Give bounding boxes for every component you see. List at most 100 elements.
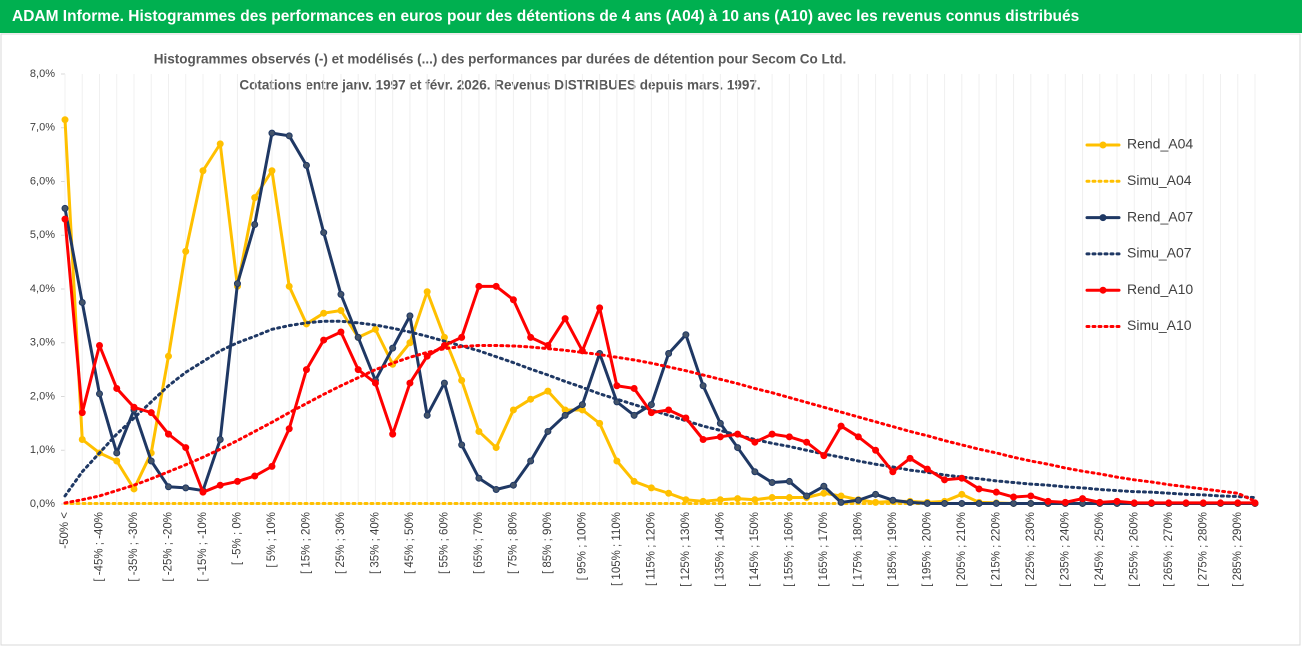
chart-subtitle: Histogrammes observés (-) et modélisés (…	[154, 52, 846, 67]
point	[130, 403, 138, 411]
point	[509, 481, 517, 489]
point	[492, 444, 500, 452]
point	[320, 229, 328, 237]
point	[854, 433, 862, 441]
y-tick-label: 2,0%	[30, 390, 55, 402]
point	[492, 485, 500, 493]
point	[389, 344, 397, 352]
x-tick-label: [ 115% ; 120%	[645, 512, 657, 586]
series-line	[63, 118, 1257, 505]
point	[1199, 499, 1207, 507]
x-tick-label: [ 135% ; 140%	[714, 512, 726, 587]
point	[354, 366, 362, 374]
point	[544, 427, 552, 435]
x-tick-label: [ 155% ; 160%	[783, 512, 795, 587]
point	[544, 387, 552, 395]
x-tick-label: [ 195% ; 200%	[921, 512, 933, 587]
point	[285, 132, 293, 140]
point	[613, 457, 621, 465]
y-tick-label: 8,0%	[30, 68, 55, 80]
x-tick-label: [ 125% ; 130%	[680, 512, 692, 587]
legend-marker	[1099, 141, 1107, 149]
point	[1079, 495, 1087, 503]
x-tick-label: [ 255% ; 260%	[1128, 512, 1140, 587]
point	[113, 457, 121, 465]
x-tick-label: [ 235% ; 240%	[1059, 512, 1071, 587]
y-tick-label: 7,0%	[30, 122, 55, 134]
x-tick-label: [ 85% ; 90%	[542, 512, 554, 574]
point	[889, 496, 897, 504]
point	[354, 333, 362, 341]
point	[716, 419, 724, 427]
x-tick-label: [ 265% ; 270%	[1163, 512, 1175, 587]
x-tick-label: [ 205% ; 210%	[956, 512, 968, 587]
point	[251, 194, 259, 202]
x-tick-label: [ 165% ; 170%	[818, 512, 830, 587]
point	[820, 482, 828, 490]
point	[785, 494, 793, 502]
point	[630, 411, 638, 419]
point	[78, 436, 86, 443]
point	[216, 140, 224, 148]
point	[613, 382, 621, 390]
point	[958, 490, 966, 498]
series-line	[63, 343, 1257, 505]
point	[1027, 499, 1035, 507]
point	[423, 288, 431, 296]
y-tick-label: 5,0%	[30, 229, 55, 241]
point	[199, 167, 207, 175]
point	[406, 339, 414, 347]
point	[285, 425, 293, 433]
point	[923, 465, 931, 473]
point	[734, 444, 742, 452]
series-line	[63, 131, 1257, 505]
x-tick-label: [ 15% ; 20%	[300, 512, 312, 574]
point	[475, 427, 483, 435]
point	[509, 406, 517, 414]
legend-label: Simu_A10	[1127, 317, 1192, 333]
point	[716, 496, 724, 504]
point	[440, 379, 448, 387]
chart-border	[0, 33, 1301, 646]
point	[1027, 492, 1035, 500]
point	[233, 477, 241, 485]
point	[61, 215, 69, 223]
x-tick-label: [ 145% ; 150%	[749, 512, 761, 587]
point	[596, 419, 604, 427]
point	[992, 488, 1000, 496]
point	[371, 325, 379, 333]
point	[958, 499, 966, 507]
x-tick-label: [ -5% ; 0%	[231, 512, 243, 565]
point	[527, 395, 535, 403]
point	[147, 457, 155, 465]
x-tick-label: [ 55% ; 60%	[438, 512, 450, 574]
x-tick-label: [ -15% ; -10%	[197, 512, 209, 582]
point	[475, 282, 483, 290]
point	[665, 350, 673, 357]
x-tick-label: [ 25% ; 30%	[335, 512, 347, 574]
point	[492, 282, 500, 290]
point	[475, 474, 483, 482]
legend-label: Rend_A10	[1127, 281, 1193, 297]
legend-marker	[1099, 214, 1107, 222]
legend-label: Simu_A04	[1127, 172, 1192, 188]
point	[803, 492, 811, 500]
point	[182, 247, 190, 255]
point	[837, 422, 845, 430]
point	[630, 384, 638, 392]
point	[1130, 499, 1138, 507]
point	[906, 498, 914, 506]
x-tick-label: -50% <	[59, 512, 71, 549]
point	[665, 489, 673, 497]
point	[95, 341, 103, 349]
point	[423, 352, 431, 360]
point	[61, 116, 69, 124]
chart-title: ADAM Informe. Histogrammes des performan…	[12, 8, 1079, 25]
x-tick-label: [ 225% ; 230%	[1025, 512, 1037, 587]
point	[1113, 497, 1121, 505]
point	[164, 430, 172, 438]
series-line	[63, 217, 1257, 505]
point	[182, 444, 190, 452]
point	[285, 282, 293, 290]
point	[1148, 499, 1156, 507]
